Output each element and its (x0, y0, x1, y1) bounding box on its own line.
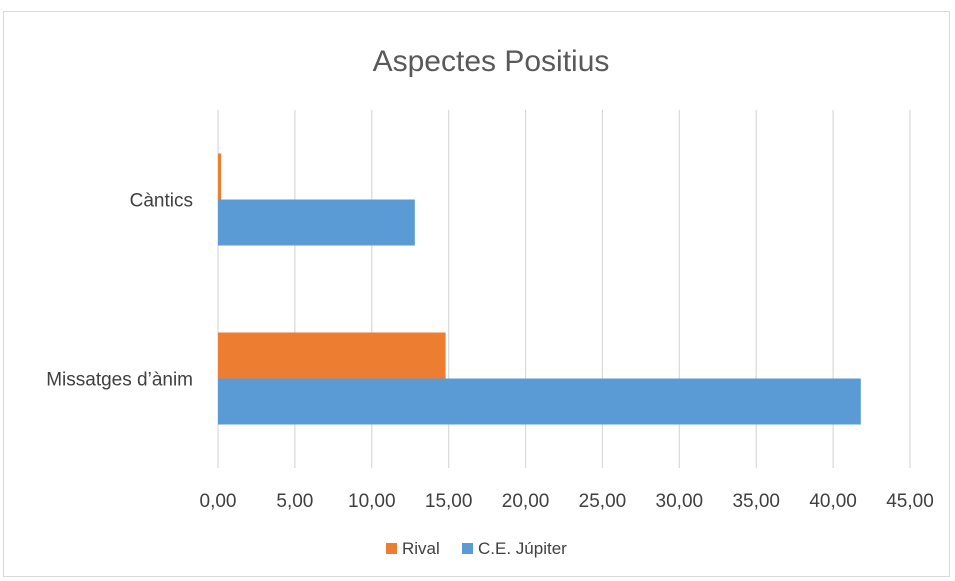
category-label: Càntics (130, 191, 193, 212)
legend-label: Rival (402, 539, 440, 558)
chart-title: Aspectes Positius (373, 45, 610, 78)
x-tick-label: 40,00 (809, 491, 857, 512)
x-tick-label: 0,00 (200, 491, 237, 512)
tick-labels: 0,00 5,00 10,00 15,00 20,00 25,00 30,00 35,00 40… (200, 491, 934, 512)
x-tick-label: 20,00 (502, 491, 550, 512)
bar (218, 332, 446, 379)
bar (218, 378, 861, 425)
legend-swatch (462, 543, 473, 554)
x-tick-label: 10,00 (348, 491, 396, 512)
x-tick-label: 15,00 (425, 491, 473, 512)
x-tick-label: 45,00 (886, 491, 934, 512)
bar (218, 199, 415, 246)
legend: Rival C.E. Júpiter (386, 539, 567, 558)
category-label: Missatges d’ànim (46, 370, 193, 391)
x-tick-label: 25,00 (579, 491, 627, 512)
chart-frame (3, 11, 950, 577)
x-tick-label: 30,00 (656, 491, 704, 512)
legend-label: C.E. Júpiter (478, 539, 567, 558)
legend-swatch (386, 543, 397, 554)
x-tick-label: 5,00 (276, 491, 313, 512)
category-labels: Càntics Missatges d’ànim (46, 191, 193, 391)
bars (218, 153, 861, 425)
bar (218, 153, 222, 200)
x-tick-label: 35,00 (732, 491, 780, 512)
